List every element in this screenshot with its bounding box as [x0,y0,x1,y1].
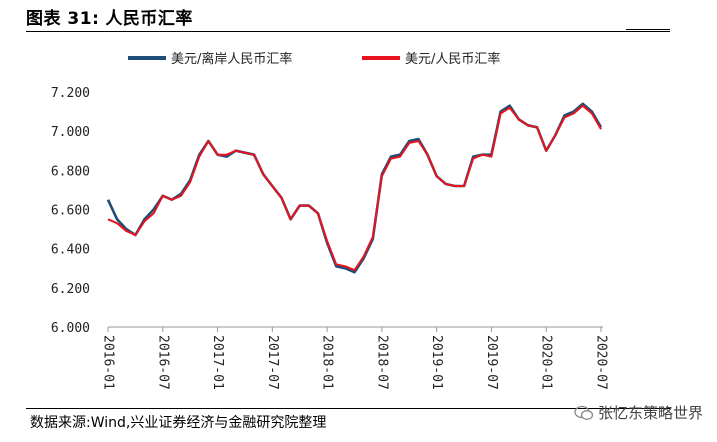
series-line-cnh [106,102,603,274]
x-tick-label: 2016-01 [101,335,116,390]
x-tick-label: 2017-01 [210,335,225,390]
y-tick-label: 6.200 [51,282,90,297]
y-tick-label: 6.600 [51,204,90,219]
y-tick-label: 6.800 [51,164,90,179]
x-tick-label: 2020-07 [594,335,609,390]
top-rule [26,31,670,32]
x-tick-label: 2019-01 [429,335,444,390]
wechat-icon [574,405,594,421]
x-tick-label: 2016-07 [155,335,170,390]
figure-title: 图表 31: 人民币汇率 [26,4,193,29]
y-tick-label: 6.000 [51,321,90,336]
x-tick-label: 2017-07 [265,335,280,390]
watermark-text: 张忆东策略世界 [597,404,703,422]
legend-label-cny: 美元/人民币汇率 [405,51,500,67]
bottom-rule [26,408,670,409]
series-line-cny [107,104,602,272]
y-tick-label: 6.400 [51,243,90,258]
x-tick-label: 2019-07 [484,335,499,390]
source-note: 数据来源:Wind,兴业证券经济与金融研究院整理 [30,415,327,431]
x-tick-label: 2020-01 [539,335,554,390]
legend-label-cnh: 美元/离岸人民币汇率 [171,51,292,67]
series-lines [106,102,603,274]
y-tick-label: 7.200 [51,86,90,101]
y-tick-label: 7.000 [51,125,90,140]
figure-title-prefix: 图表 31: [26,9,100,29]
top-rule-right [626,29,670,30]
x-tick-label: 2018-07 [374,335,389,390]
watermark: 张忆东策略世界 [574,402,703,423]
figure-title-text: 人民币汇率 [105,9,193,29]
axes: 6.000 6.200 6.400 6.600 6.800 7.000 7.200 2016-… [51,86,609,390]
x-tick-label: 2018-01 [320,335,335,390]
legend: 美元/离岸人民币汇率 美元/人民币汇率 [128,51,500,67]
